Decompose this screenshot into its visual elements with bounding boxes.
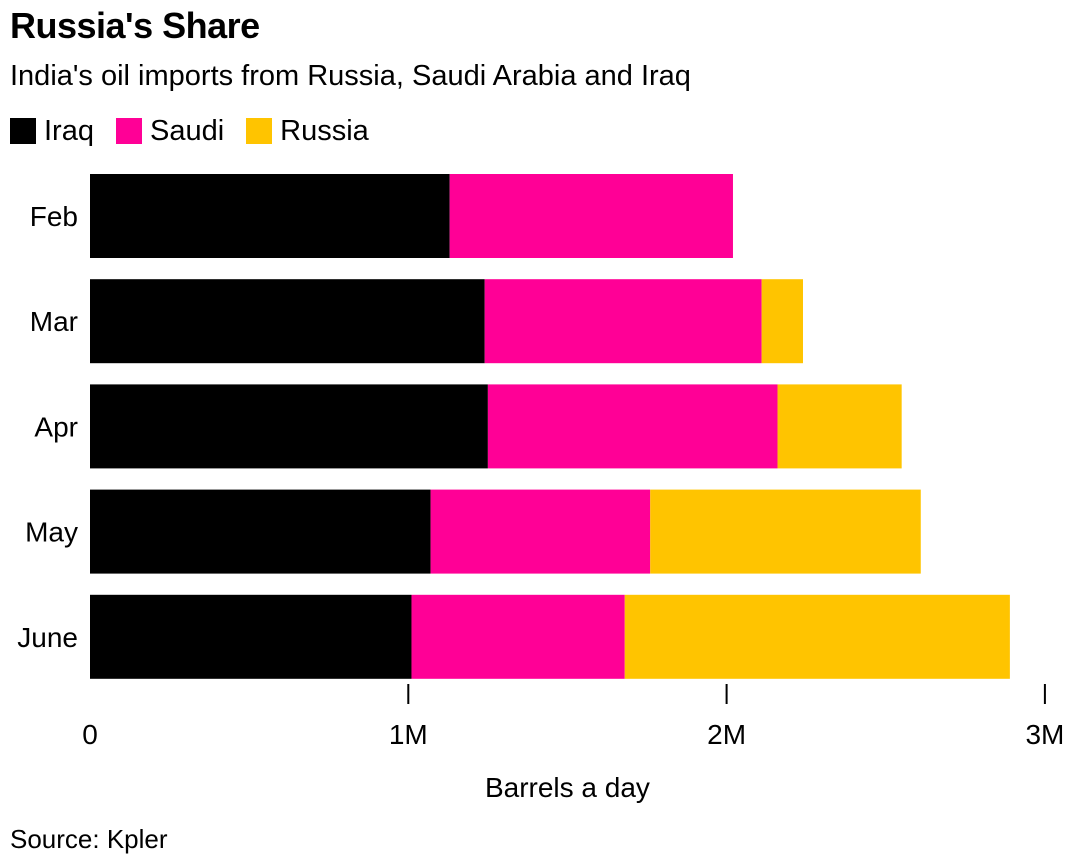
bar-saudi-june bbox=[411, 594, 625, 679]
bar-russia-june bbox=[624, 594, 1010, 679]
legend-item-iraq: Iraq bbox=[10, 115, 94, 148]
bars-layer bbox=[90, 174, 1010, 679]
chart-title: Russia's Share bbox=[10, 5, 260, 46]
category-label-may: May bbox=[25, 517, 78, 548]
legend-swatch-iraq bbox=[10, 118, 36, 144]
category-label-mar: Mar bbox=[30, 306, 78, 337]
legend: Iraq Saudi Russia bbox=[10, 111, 391, 151]
x-tick-label-0: 0 bbox=[82, 719, 98, 750]
category-labels: Feb Mar Apr May June bbox=[17, 201, 78, 653]
bar-saudi-may bbox=[430, 489, 651, 574]
legend-label-saudi: Saudi bbox=[149, 114, 225, 147]
x-axis: 0 1M 2M 3M Barrels a day bbox=[82, 684, 1064, 803]
bar-iraq-june bbox=[90, 594, 412, 679]
legend-label-iraq: Iraq bbox=[44, 114, 94, 147]
category-label-feb: Feb bbox=[30, 201, 78, 232]
bar-saudi-mar bbox=[484, 279, 762, 364]
legend-item-saudi: Saudi bbox=[115, 114, 225, 148]
bar-iraq-feb bbox=[90, 174, 450, 258]
category-label-apr: Apr bbox=[34, 411, 78, 442]
legend-swatch-saudi bbox=[115, 118, 142, 144]
chart-subtitle: India's oil imports from Russia, Saudi A… bbox=[10, 60, 691, 92]
bar-saudi-apr bbox=[487, 384, 778, 469]
legend-item-russia: Russia bbox=[246, 115, 369, 148]
bar-iraq-mar bbox=[90, 279, 485, 364]
x-tick-label-3m: 3M bbox=[1025, 719, 1064, 750]
legend-swatch-russia bbox=[246, 118, 273, 144]
x-axis-label: Barrels a day bbox=[485, 772, 650, 803]
bar-iraq-may bbox=[90, 489, 431, 574]
source-note: Source: Kpler bbox=[10, 824, 168, 854]
bar-russia-mar bbox=[761, 279, 803, 364]
bar-russia-may bbox=[650, 489, 921, 574]
bar-iraq-apr bbox=[90, 384, 488, 469]
x-tick-label-2m: 2M bbox=[707, 719, 746, 750]
x-tick-label-1m: 1M bbox=[389, 719, 428, 750]
category-label-june: June bbox=[17, 622, 78, 653]
legend-label-russia: Russia bbox=[280, 114, 369, 147]
bar-saudi-feb bbox=[449, 174, 733, 258]
bar-russia-apr bbox=[777, 384, 902, 469]
